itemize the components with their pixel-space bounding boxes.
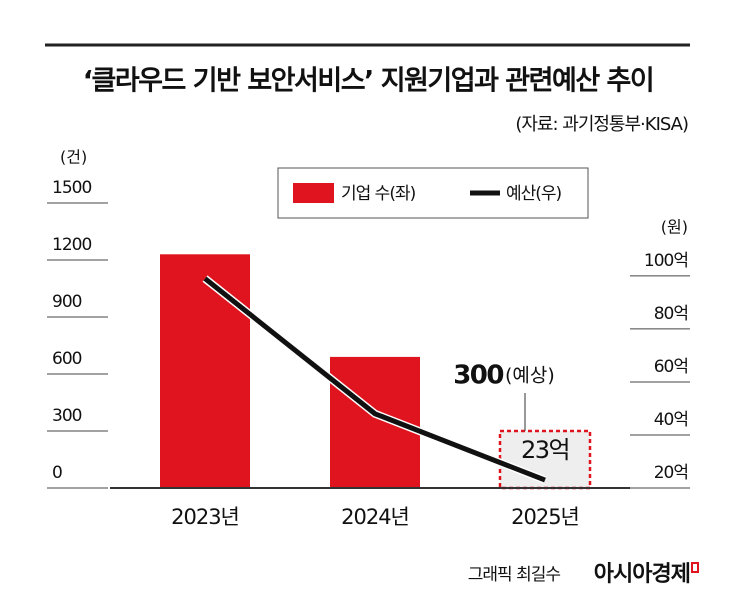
bar-value-label: 300 [453, 361, 503, 391]
y-tick-label: 1200 [52, 235, 91, 255]
annotation: (예상) [505, 365, 555, 387]
y2-tick-label: 20억 [654, 463, 688, 483]
bar [160, 254, 250, 488]
y2-unit: (원) [661, 218, 688, 237]
y-unit: (건) [60, 148, 87, 167]
y-tick-label: 0 [52, 463, 62, 483]
y-tick-label: 300 [52, 406, 82, 426]
y-tick-label: 900 [52, 292, 82, 312]
legend-label: 예산(우) [506, 184, 562, 204]
y-tick-label: 1500 [52, 178, 91, 198]
y2-tick-label: 40억 [654, 410, 688, 430]
x-tick-label: 2025년 [511, 505, 579, 529]
subtitle: (자료: 과기정통부·KISA) [515, 114, 688, 135]
x-tick-label: 2023년 [171, 505, 239, 529]
legend-label: 기업 수(좌) [341, 184, 416, 204]
credit: 그래픽 최길수 [468, 565, 561, 585]
chart-title: ‘클라우드 기반 보안서비스’ 지원기업과 관련예산 추이 [83, 66, 654, 97]
y2-tick-label: 80억 [654, 304, 688, 324]
legend-swatch [293, 183, 334, 203]
publisher: 아시아경제 [594, 562, 690, 587]
line-value-label: 23억 [521, 436, 569, 464]
budget-line [203, 276, 546, 483]
y2-tick-label: 100억 [644, 251, 688, 271]
x-tick-label: 2024년 [341, 505, 409, 529]
publisher-mark [691, 562, 699, 573]
y-tick-label: 600 [52, 349, 82, 369]
y2-tick-label: 60억 [654, 357, 688, 377]
